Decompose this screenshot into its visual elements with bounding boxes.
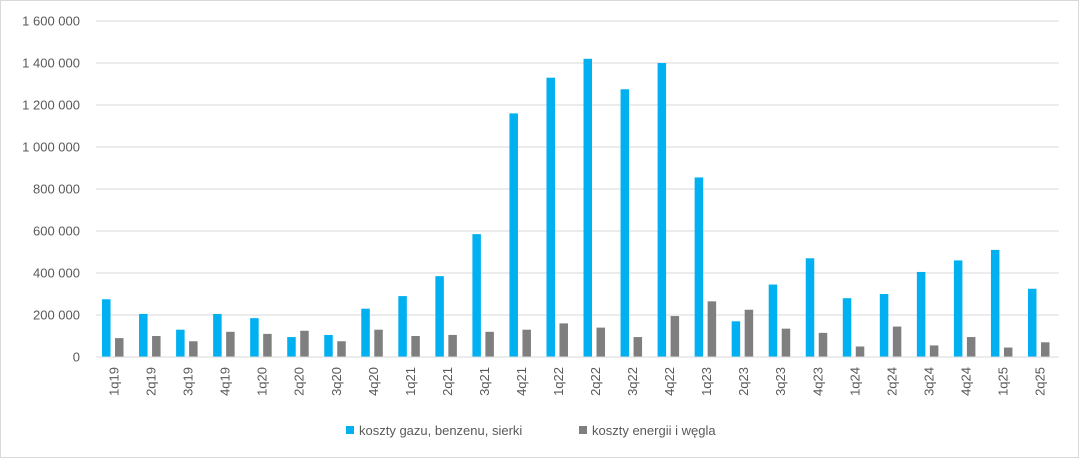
y-tick-label: 1 400 000 xyxy=(22,56,80,71)
bar-gas-benzene-sulfur-3q19 xyxy=(176,329,185,357)
bar-gas-benzene-sulfur-2q20 xyxy=(287,337,296,357)
bar-energy-coal-3q19 xyxy=(189,341,198,357)
x-tick-label: 2q21 xyxy=(440,367,455,396)
bar-energy-coal-2q23 xyxy=(744,309,754,357)
y-tick-label: 200 000 xyxy=(33,308,80,323)
bar-energy-coal-2q22 xyxy=(596,327,606,357)
bar-gas-benzene-sulfur-3q21 xyxy=(472,234,481,357)
x-tick-label: 4q24 xyxy=(958,367,973,396)
bar-gas-benzene-sulfur-2q22 xyxy=(583,58,593,358)
x-tick-label: 4q19 xyxy=(218,367,233,396)
x-tick-label: 3q21 xyxy=(477,367,492,396)
bar-gas-benzene-sulfur-4q22 xyxy=(657,63,667,357)
y-axis-tick-labels: 0 200 000 400 000 600 000 800 000 1 000 000 1 … xyxy=(22,14,80,365)
y-tick-label: 1 200 000 xyxy=(22,98,80,113)
x-tick-label: 1q20 xyxy=(255,367,270,396)
bar-energy-coal-2q21 xyxy=(448,334,457,357)
bar-gas-benzene-sulfur-1q24 xyxy=(842,298,852,357)
gridlines xyxy=(96,20,1059,316)
bar-energy-coal-1q21 xyxy=(411,336,420,357)
bar-energy-coal-1q23 xyxy=(707,301,717,357)
x-tick-label: 1q23 xyxy=(699,367,714,396)
bar-gas-benzene-sulfur-2q24 xyxy=(879,294,889,357)
bar-energy-coal-4q24 xyxy=(966,337,976,357)
x-tick-label: 3q22 xyxy=(625,367,640,396)
bar-energy-coal-1q19 xyxy=(115,338,124,357)
bar-energy-coal-1q20 xyxy=(263,333,272,357)
x-tick-label: 1q24 xyxy=(847,367,862,396)
x-tick-label: 4q22 xyxy=(662,367,677,396)
bars xyxy=(102,58,1050,358)
legend: koszty gazu, benzenu, sierki koszty energ… xyxy=(346,423,716,438)
legend-swatch xyxy=(346,426,354,434)
bar-energy-coal-3q20 xyxy=(337,341,346,357)
y-tick-label: 0 xyxy=(73,350,80,365)
bar-energy-coal-2q25 xyxy=(1040,342,1050,357)
bar-gas-benzene-sulfur-4q23 xyxy=(805,258,815,357)
x-axis-tick-labels: 1q19 2q19 3q19 4q19 1q20 2q20 3q20 4q20 1q21 2q21… xyxy=(107,367,1048,396)
x-tick-label: 3q24 xyxy=(921,367,936,396)
x-tick-label: 4q23 xyxy=(810,367,825,396)
x-tick-label: 1q25 xyxy=(995,367,1010,396)
x-tick-label: 3q19 xyxy=(181,367,196,396)
bar-gas-benzene-sulfur-1q23 xyxy=(694,177,704,357)
bar-energy-coal-1q22 xyxy=(559,323,568,357)
x-tick-label: 4q21 xyxy=(514,367,529,396)
legend-label: koszty gazu, benzenu, sierki xyxy=(359,423,522,438)
bar-gas-benzene-sulfur-2q21 xyxy=(435,276,444,357)
x-tick-label: 2q22 xyxy=(588,367,603,396)
y-tick-label: 1 000 000 xyxy=(22,140,80,155)
x-tick-label: 2q20 xyxy=(292,367,307,396)
bar-energy-coal-3q21 xyxy=(485,331,494,357)
bar-gas-benzene-sulfur-3q22 xyxy=(620,89,630,357)
bar-gas-benzene-sulfur-2q23 xyxy=(731,321,741,357)
bar-gas-benzene-sulfur-1q22 xyxy=(546,77,555,357)
y-tick-label: 1 600 000 xyxy=(22,14,80,29)
bar-gas-benzene-sulfur-3q23 xyxy=(768,284,778,357)
x-tick-label: 3q23 xyxy=(773,367,788,396)
y-tick-label: 800 000 xyxy=(33,182,80,197)
bar-energy-coal-4q23 xyxy=(818,332,828,357)
bar-energy-coal-3q24 xyxy=(929,345,939,357)
bar-energy-coal-4q22 xyxy=(670,316,680,357)
x-tick-label: 4q20 xyxy=(366,367,381,396)
bar-gas-benzene-sulfur-1q20 xyxy=(250,318,259,357)
legend-swatch xyxy=(579,426,587,434)
x-tick-label: 1q22 xyxy=(551,367,566,396)
x-tick-label: 2q19 xyxy=(144,367,159,396)
bar-gas-benzene-sulfur-4q19 xyxy=(213,313,222,357)
legend-label: koszty energii i węgla xyxy=(592,423,716,438)
bar-energy-coal-2q19 xyxy=(152,336,161,357)
bar-gas-benzene-sulfur-1q19 xyxy=(102,299,111,357)
bar-energy-coal-1q25 xyxy=(1003,347,1013,357)
bar-energy-coal-2q24 xyxy=(892,326,902,357)
bar-energy-coal-1q24 xyxy=(855,346,865,357)
bar-energy-coal-4q20 xyxy=(374,329,383,357)
bar-gas-benzene-sulfur-2q19 xyxy=(139,313,148,357)
bar-gas-benzene-sulfur-1q25 xyxy=(990,249,1000,357)
bar-energy-coal-3q22 xyxy=(633,337,643,357)
bar-gas-benzene-sulfur-4q21 xyxy=(509,113,518,358)
y-tick-label: 400 000 xyxy=(33,266,80,281)
bar-gas-benzene-sulfur-4q24 xyxy=(953,260,963,357)
bar-energy-coal-2q20 xyxy=(300,330,309,357)
bar-gas-benzene-sulfur-4q20 xyxy=(361,308,370,357)
bar-energy-coal-3q23 xyxy=(781,328,791,357)
x-tick-label: 3q20 xyxy=(329,367,344,396)
x-tick-label: 1q21 xyxy=(403,367,418,396)
bar-gas-benzene-sulfur-1q21 xyxy=(398,296,407,357)
bar-gas-benzene-sulfur-3q24 xyxy=(916,271,926,357)
bar-energy-coal-4q19 xyxy=(226,331,235,357)
bar-energy-coal-4q21 xyxy=(522,329,531,357)
bar-gas-benzene-sulfur-2q25 xyxy=(1027,288,1037,357)
y-tick-label: 600 000 xyxy=(33,224,80,239)
x-tick-label: 2q25 xyxy=(1032,367,1047,396)
x-tick-label: 1q19 xyxy=(107,367,122,396)
x-tick-label: 2q24 xyxy=(884,367,899,396)
x-tick-label: 2q23 xyxy=(736,367,751,396)
bar-gas-benzene-sulfur-3q20 xyxy=(324,334,333,357)
